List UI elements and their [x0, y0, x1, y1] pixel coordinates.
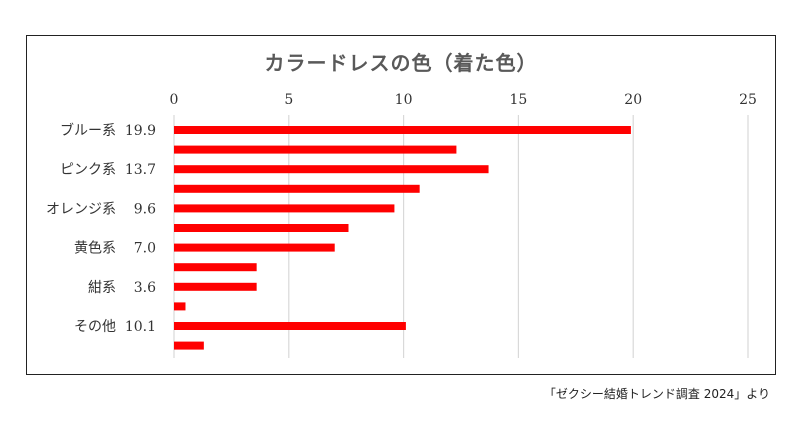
- value-label: 7.0: [134, 241, 156, 257]
- bar: [174, 126, 631, 134]
- bar: [174, 145, 457, 154]
- x-tick-label: 5: [284, 92, 293, 108]
- category-label: 紺系: [88, 280, 116, 296]
- x-tick-label: 25: [739, 92, 757, 108]
- x-tick-label: 15: [509, 92, 527, 108]
- x-tick-label: 10: [395, 92, 413, 108]
- bar: [174, 204, 395, 213]
- category-label: ブルー系: [60, 122, 116, 139]
- category-label: 黄色系: [74, 240, 116, 257]
- bar: [174, 341, 204, 350]
- category-label: その他: [74, 319, 116, 335]
- category-labels: ブルー系 19.9 ピンク系 13.7 オレンジ系 9.6 黄色系 7.0 紺系 3.6 その他 10…: [46, 122, 156, 335]
- bar: [174, 224, 349, 232]
- category-label: オレンジ系: [46, 201, 116, 217]
- value-label: 9.6: [134, 201, 156, 217]
- x-tick-label: 0: [170, 92, 179, 108]
- bar: [174, 282, 257, 291]
- value-label: 3.6: [134, 280, 156, 296]
- x-axis-ticks: 0 5 10 15 20 25: [170, 92, 757, 108]
- chart-frame: カラードレスの色（着た色）: [26, 35, 776, 375]
- bar: [174, 243, 335, 252]
- x-tick-label: 20: [624, 92, 642, 108]
- bar: [174, 322, 406, 330]
- bar: [174, 184, 420, 193]
- bar: [174, 263, 257, 272]
- bar: [174, 302, 186, 311]
- gridlines: [173, 115, 749, 358]
- category-label: ピンク系: [60, 162, 116, 178]
- value-label: 10.1: [125, 319, 156, 335]
- chart-title: カラードレスの色（着た色）: [264, 51, 538, 75]
- source-note: 「ゼクシー結婚トレンド調査 2024」より: [543, 387, 770, 401]
- value-label: 19.9: [125, 123, 156, 139]
- bar: [174, 165, 489, 174]
- bars: [174, 126, 631, 350]
- value-label: 13.7: [125, 162, 156, 178]
